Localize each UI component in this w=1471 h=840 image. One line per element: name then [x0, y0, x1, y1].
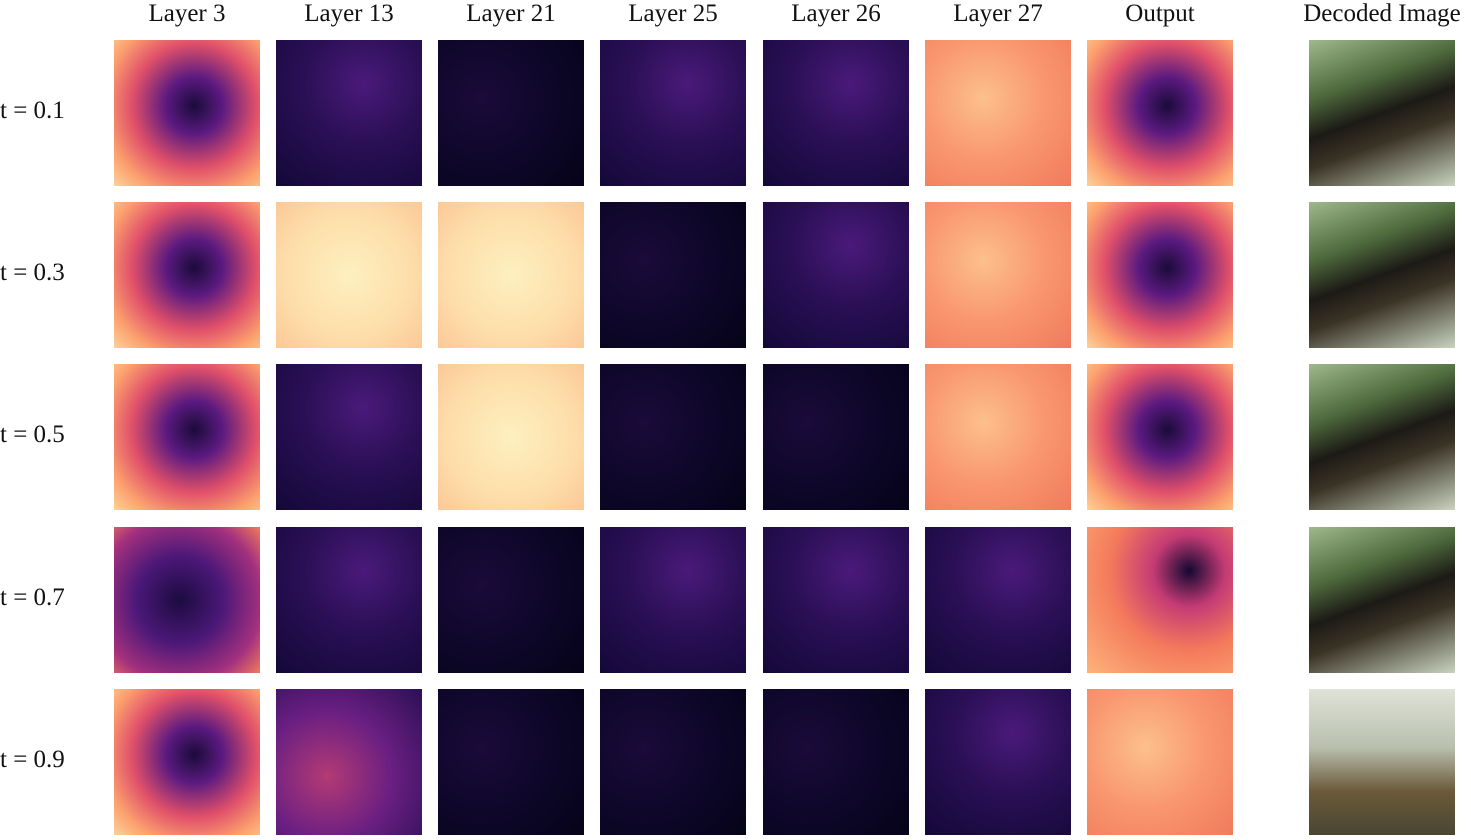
heatmap	[114, 202, 260, 348]
decoded-image	[1309, 364, 1455, 510]
heatmap	[600, 202, 746, 348]
row-label: t = 0.5	[0, 421, 65, 448]
heatmap	[1087, 689, 1233, 835]
decoded-image	[1309, 689, 1455, 835]
heatmap	[1087, 364, 1233, 510]
heatmap	[438, 364, 584, 510]
heatmap	[276, 689, 422, 835]
heatmap	[925, 40, 1071, 186]
heatmap	[925, 202, 1071, 348]
heatmap	[276, 527, 422, 673]
heatmap	[763, 689, 909, 835]
row-label: t = 0.9	[0, 746, 65, 773]
heatmap	[1087, 40, 1233, 186]
column-header: Layer 27	[953, 0, 1043, 27]
heatmap	[276, 40, 422, 186]
heatmap	[763, 40, 909, 186]
heatmap	[1087, 202, 1233, 348]
heatmap	[114, 40, 260, 186]
heatmap	[763, 202, 909, 348]
heatmap	[600, 364, 746, 510]
heatmap	[763, 364, 909, 510]
row-label: t = 0.7	[0, 584, 65, 611]
heatmap	[925, 364, 1071, 510]
heatmap	[600, 527, 746, 673]
column-header: Output	[1125, 0, 1195, 27]
column-header: Layer 13	[304, 0, 394, 27]
column-header: Layer 25	[628, 0, 718, 27]
column-header: Layer 21	[466, 0, 556, 27]
heatmap	[600, 689, 746, 835]
heatmap	[114, 689, 260, 835]
heatmap	[925, 527, 1071, 673]
heatmap	[438, 689, 584, 835]
heatmap	[438, 527, 584, 673]
column-header: Decoded Image	[1303, 0, 1461, 27]
decoded-image	[1309, 202, 1455, 348]
heatmap	[114, 527, 260, 673]
heatmap	[600, 40, 746, 186]
row-label: t = 0.1	[0, 97, 65, 124]
decoded-image	[1309, 40, 1455, 186]
row-label: t = 0.3	[0, 259, 65, 286]
heatmap	[276, 364, 422, 510]
column-header: Layer 3	[148, 0, 226, 27]
heatmap	[276, 202, 422, 348]
heatmap	[114, 364, 260, 510]
heatmap	[1087, 527, 1233, 673]
heatmap	[438, 202, 584, 348]
heatmap	[438, 40, 584, 186]
heatmap	[925, 689, 1071, 835]
heatmap	[763, 527, 909, 673]
column-header: Layer 26	[791, 0, 881, 27]
decoded-image	[1309, 527, 1455, 673]
